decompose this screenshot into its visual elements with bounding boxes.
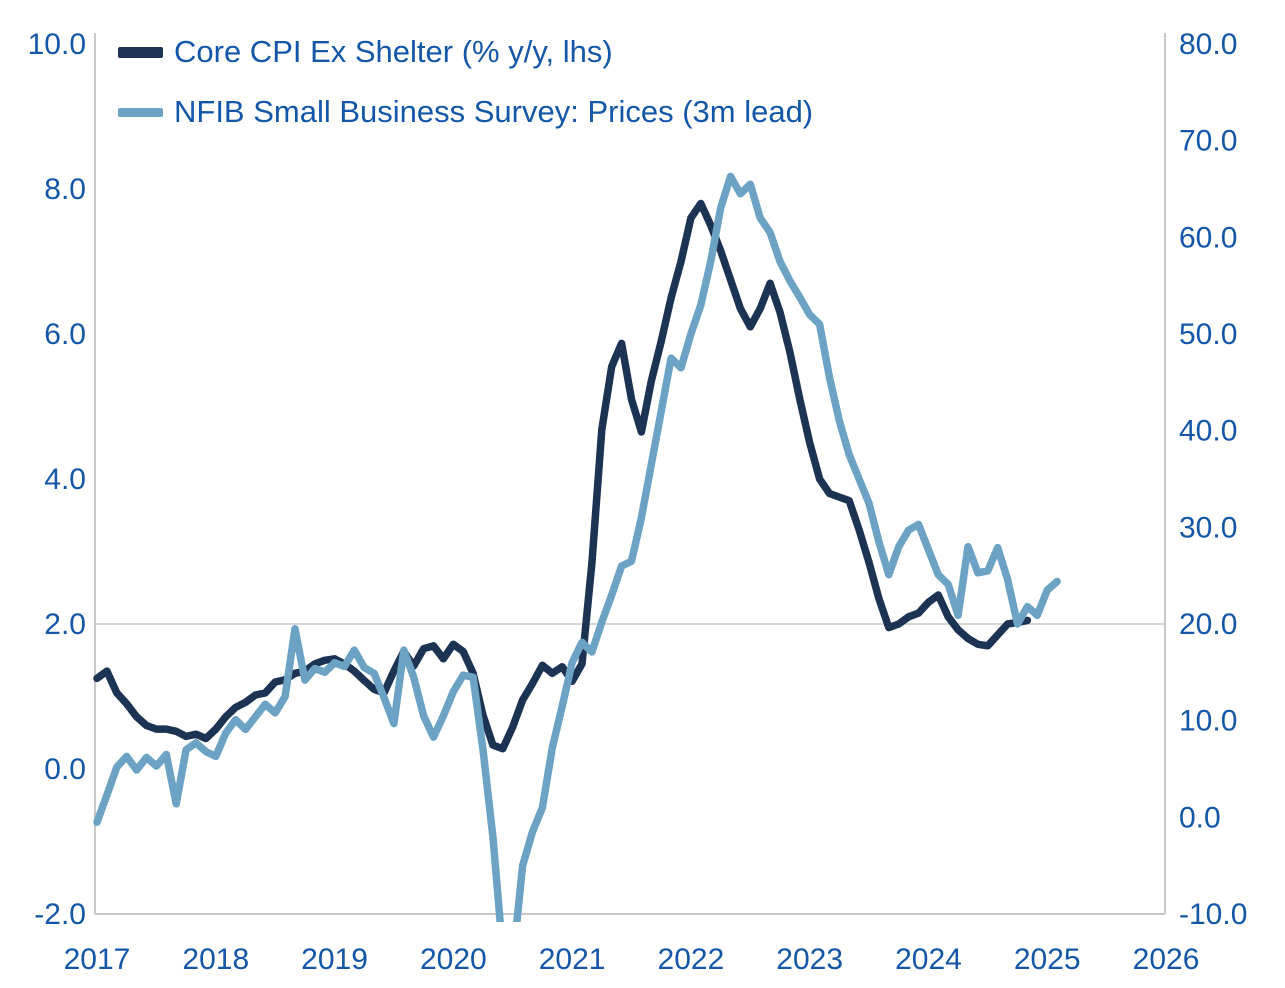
y-axis-right-tick: 30.0: [1179, 511, 1237, 544]
y-axis-right-tick: 60.0: [1179, 221, 1237, 254]
series-line-core-cpi: [93, 199, 1032, 753]
x-axis-tick-2022: 2022: [658, 943, 725, 976]
y-axis-right-tick: 80.0: [1179, 28, 1237, 61]
y-axis-left-tick: 8.0: [44, 173, 86, 206]
y-axis-left-tick: -2.0: [34, 898, 86, 931]
legend-label-nfib: NFIB Small Business Survey: Prices (3m l…: [174, 94, 814, 129]
y-axis-right-tick: 70.0: [1179, 125, 1237, 158]
series-line-nfib: [93, 172, 1061, 922]
chart-legend: Core CPI Ex Shelter (% y/y, lhs) NFIB Sm…: [118, 22, 813, 142]
x-axis-tick-2026: 2026: [1133, 943, 1200, 976]
y-axis-right-tick: -10.0: [1179, 898, 1247, 931]
x-axis-tick-2024: 2024: [895, 943, 962, 976]
y-axis-left-tick: 6.0: [44, 318, 86, 351]
y-axis-right-tick: 10.0: [1179, 705, 1237, 738]
legend-swatch-core-cpi: [118, 46, 163, 58]
y-axis-left-tick: 2.0: [44, 608, 86, 641]
legend-item-core-cpi: Core CPI Ex Shelter (% y/y, lhs): [118, 22, 813, 82]
x-axis-tick-2017: 2017: [64, 943, 131, 976]
y-axis-right-tick: 20.0: [1179, 608, 1237, 641]
y-axis-right-tick: 40.0: [1179, 415, 1237, 448]
y-axis-left-tick: 4.0: [44, 463, 86, 496]
y-axis-right-tick: 0.0: [1179, 801, 1221, 834]
legend-swatch-nfib: [118, 107, 163, 117]
x-axis-tick-2020: 2020: [420, 943, 487, 976]
x-axis-tick-2023: 2023: [776, 943, 843, 976]
x-axis-tick-2018: 2018: [182, 943, 249, 976]
legend-item-nfib: NFIB Small Business Survey: Prices (3m l…: [118, 82, 813, 142]
y-axis-right-tick: 50.0: [1179, 318, 1237, 351]
x-axis-tick-2019: 2019: [301, 943, 368, 976]
legend-label-core-cpi: Core CPI Ex Shelter (% y/y, lhs): [174, 34, 613, 69]
y-axis-left-tick: 0.0: [44, 753, 86, 786]
y-axis-left-tick: 10.0: [28, 28, 86, 61]
x-axis-tick-2021: 2021: [539, 943, 606, 976]
x-axis-tick-2025: 2025: [1014, 943, 1081, 976]
